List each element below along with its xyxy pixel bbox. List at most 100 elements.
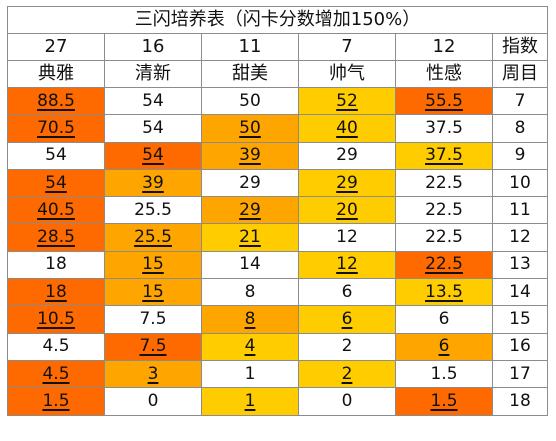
table-row: 54 54 39 29 37.5 9 <box>7 141 548 170</box>
cell-fresh: 7.5 <box>104 305 202 334</box>
cell-elegant: 18 <box>7 278 105 307</box>
cell-cool: 12 <box>298 223 396 252</box>
cell-value: 50 <box>239 117 261 138</box>
cell-fresh: 25.5 <box>104 196 202 225</box>
header-label-fresh: 清新 <box>104 60 202 88</box>
table-row: 28.5 25.5 21 12 22.5 12 <box>7 223 548 252</box>
cell-value: 8 <box>244 309 256 330</box>
cell-elegant: 70.5 <box>7 114 105 143</box>
cell-sexy: 55.5 <box>395 86 493 116</box>
table-row: 18 15 14 12 22.5 13 <box>7 250 548 280</box>
cell-cycle: 15 <box>492 305 548 334</box>
cell-fresh: 15 <box>104 250 202 280</box>
cell-value: 39 <box>239 145 261 166</box>
cell-elegant: 54 <box>7 141 105 170</box>
cell-value: 12 <box>336 254 358 275</box>
cell-value: 1.5 <box>430 363 458 384</box>
cell-sweet: 21 <box>201 223 299 252</box>
cell-value: 10 <box>509 172 531 193</box>
cell-elegant: 10.5 <box>7 305 105 334</box>
cell-sexy: 22.5 <box>395 250 493 280</box>
cell-value: 55.5 <box>425 90 463 111</box>
table-row: 70.5 54 50 40 37.5 8 <box>7 114 548 143</box>
cell-value: 39 <box>142 172 164 193</box>
cell-elegant: 4.5 <box>7 332 105 361</box>
cell-elegant: 28.5 <box>7 223 105 252</box>
table-row: 10.5 7.5 8 6 6 15 <box>7 305 548 334</box>
training-table-sheet: 三闪培养表（闪卡分数增加150%） 27 16 11 7 12 指数 典雅 清新… <box>7 6 548 416</box>
cell-value: 22.5 <box>425 172 463 193</box>
cell-value: 22.5 <box>425 254 463 275</box>
cell-value: 13.5 <box>425 281 463 302</box>
cell-value: 50 <box>239 90 261 111</box>
table-row: 18 15 8 6 13.5 14 <box>7 278 548 307</box>
table-row: 40.5 25.5 29 20 22.5 11 <box>7 196 548 225</box>
cell-value: 29 <box>239 199 261 220</box>
cell-sexy: 6 <box>395 305 493 334</box>
cell-value: 54 <box>45 172 67 193</box>
cell-value: 1.5 <box>42 390 70 411</box>
cell-sexy: 22.5 <box>395 196 493 225</box>
cell-value: 4.5 <box>42 336 70 357</box>
cell-value: 22.5 <box>425 199 463 220</box>
cell-cycle: 17 <box>492 359 548 389</box>
cell-cycle: 9 <box>492 141 548 170</box>
table-row: 4.5 3 1 2 1.5 17 <box>7 359 548 389</box>
cell-value: 10.5 <box>37 309 75 330</box>
cell-value: 18 <box>509 390 531 411</box>
cell-fresh: 39 <box>104 168 202 198</box>
cell-elegant: 1.5 <box>7 387 105 416</box>
cell-value: 40 <box>336 117 358 138</box>
cell-value: 6 <box>438 309 450 330</box>
cell-fresh: 3 <box>104 359 202 389</box>
cell-value: 20 <box>336 199 358 220</box>
cell-cool: 2 <box>298 332 396 361</box>
cell-value: 52 <box>336 90 358 111</box>
cell-elegant: 4.5 <box>7 359 105 389</box>
header-label-cycle: 周目 <box>492 60 548 88</box>
cell-value: 4 <box>244 336 256 357</box>
header-number-sexy: 12 <box>395 33 493 61</box>
cell-cool: 2 <box>298 359 396 389</box>
cell-value: 3 <box>147 363 159 384</box>
cell-cycle: 10 <box>492 168 548 198</box>
cell-cycle: 14 <box>492 278 548 307</box>
cell-sweet: 1 <box>201 359 299 389</box>
table-row: 1.5 0 1 0 1.5 18 <box>7 387 548 416</box>
cell-value: 8 <box>514 117 526 138</box>
cell-cool: 29 <box>298 168 396 198</box>
cell-elegant: 18 <box>7 250 105 280</box>
cell-value: 2 <box>341 363 353 384</box>
cell-value: 40.5 <box>37 199 75 220</box>
cell-sweet: 39 <box>201 141 299 170</box>
cell-value: 17 <box>509 363 531 384</box>
table-title: 三闪培养表（闪卡分数增加150%） <box>7 6 548 34</box>
cell-value: 11 <box>509 199 531 220</box>
training-table: 三闪培养表（闪卡分数增加150%） 27 16 11 7 12 指数 典雅 清新… <box>7 6 548 416</box>
cell-sweet: 8 <box>201 278 299 307</box>
cell-value: 29 <box>239 172 261 193</box>
cell-elegant: 54 <box>7 168 105 198</box>
cell-value: 88.5 <box>37 90 75 111</box>
cell-value: 14 <box>239 254 261 275</box>
header-number-sweet: 11 <box>201 33 299 61</box>
cell-cycle: 7 <box>492 86 548 116</box>
cell-cycle: 16 <box>492 332 548 361</box>
cell-value: 7.5 <box>139 336 167 357</box>
cell-fresh: 7.5 <box>104 332 202 361</box>
cell-value: 2 <box>341 336 353 357</box>
header-label-sexy: 性感 <box>395 60 493 88</box>
table-row: 4.5 7.5 4 2 6 16 <box>7 332 548 361</box>
cell-value: 6 <box>341 281 353 302</box>
cell-sexy: 6 <box>395 332 493 361</box>
cell-value: 13 <box>509 254 531 275</box>
cell-cool: 52 <box>298 86 396 116</box>
cell-value: 18 <box>45 281 67 302</box>
cell-cool: 40 <box>298 114 396 143</box>
cell-value: 21 <box>239 227 261 248</box>
cell-elegant: 88.5 <box>7 86 105 116</box>
cell-cool: 6 <box>298 305 396 334</box>
cell-value: 1.5 <box>430 390 458 411</box>
cell-value: 37.5 <box>425 117 463 138</box>
cell-cycle: 13 <box>492 250 548 280</box>
